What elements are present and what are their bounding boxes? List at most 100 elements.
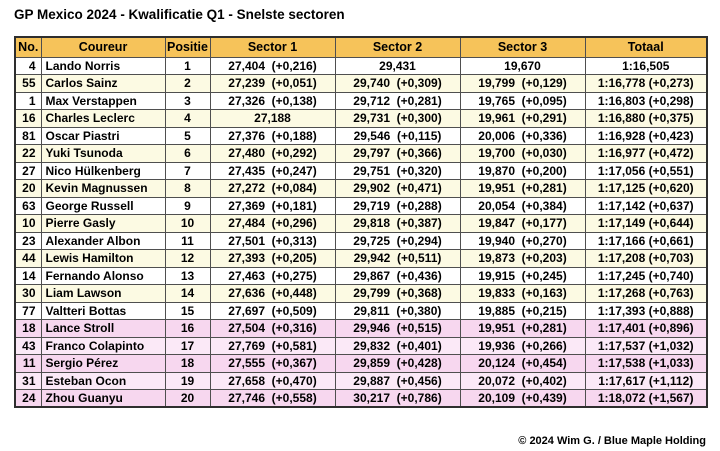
cell-sector3: 19,915 (+0,245) [459, 266, 586, 285]
cell-sector1: 27,463 (+0,275) [209, 266, 336, 285]
cell-sector1: 27,501 (+0,313) [209, 231, 336, 250]
cell-driver: Alexander Albon [40, 231, 166, 250]
cell-positie: 16 [164, 319, 211, 338]
table-row: 10 Pierre Gasly 10 27,484 (+0,296) 29,818 (+… [14, 214, 708, 233]
cell-sector3: 19,799 (+0,129) [459, 74, 586, 93]
cell-sector2: 29,797 (+0,366) [334, 144, 461, 163]
cell-driver: Nico Hülkenberg [40, 161, 166, 180]
cell-sector1: 27,746 (+0,558) [209, 389, 336, 408]
cell-driver: Oscar Piastri [40, 126, 166, 145]
cell-positie: 13 [164, 266, 211, 285]
cell-sector3: 19,961 (+0,291) [459, 109, 586, 128]
cell-sector3: 19,765 (+0,095) [459, 91, 586, 110]
cell-sector1: 27,658 (+0,470) [209, 371, 336, 390]
cell-driver: Lewis Hamilton [40, 249, 166, 268]
table-row: 24 Zhou Guanyu 20 27,746 (+0,558) 30,217 (+0… [14, 389, 708, 408]
cell-positie: 20 [164, 389, 211, 408]
table-row: 4 Lando Norris 1 27,404 (+0,216) 29,431 19,67… [14, 56, 708, 75]
cell-driver: Carlos Sainz [40, 74, 166, 93]
cell-sector1: 27,697 (+0,509) [209, 301, 336, 320]
cell-driver: Esteban Ocon [40, 371, 166, 390]
copyright-footer: © 2024 Wim G. / Blue Maple Holding [518, 435, 706, 447]
cell-driver: Max Verstappen [40, 91, 166, 110]
cell-totaal: 1:17,617 (+1,112) [584, 371, 708, 390]
cell-sector1: 27,404 (+0,216) [209, 56, 336, 75]
cell-totaal: 1:17,245 (+0,740) [584, 266, 708, 285]
cell-driver: Franco Colapinto [40, 336, 166, 355]
cell-driver: Yuki Tsunoda [40, 144, 166, 163]
cell-totaal: 1:17,268 (+0,763) [584, 284, 708, 303]
cell-driver: Pierre Gasly [40, 214, 166, 233]
cell-no: 14 [14, 266, 42, 285]
cell-positie: 7 [164, 161, 211, 180]
cell-sector1: 27,393 (+0,205) [209, 249, 336, 268]
cell-no: 44 [14, 249, 42, 268]
cell-sector2: 29,731 (+0,300) [334, 109, 461, 128]
cell-no: 4 [14, 56, 42, 75]
cell-sector2: 29,712 (+0,281) [334, 91, 461, 110]
cell-positie: 9 [164, 196, 211, 215]
cell-driver: Fernando Alonso [40, 266, 166, 285]
cell-sector1: 27,326 (+0,138) [209, 91, 336, 110]
cell-no: 31 [14, 371, 42, 390]
cell-totaal: 1:17,393 (+0,888) [584, 301, 708, 320]
cell-no: 27 [14, 161, 42, 180]
cell-positie: 5 [164, 126, 211, 145]
cell-positie: 11 [164, 231, 211, 250]
cell-sector3: 19,951 (+0,281) [459, 319, 586, 338]
cell-positie: 10 [164, 214, 211, 233]
col-header-positie: Positie [164, 36, 211, 58]
cell-no: 16 [14, 109, 42, 128]
cell-no: 55 [14, 74, 42, 93]
cell-positie: 8 [164, 179, 211, 198]
cell-sector2: 29,832 (+0,401) [334, 336, 461, 355]
cell-sector1: 27,376 (+0,188) [209, 126, 336, 145]
table-row: 18 Lance Stroll 16 27,504 (+0,316) 29,946 (+… [14, 319, 708, 338]
cell-positie: 6 [164, 144, 211, 163]
cell-sector2: 29,818 (+0,387) [334, 214, 461, 233]
cell-sector3: 20,109 (+0,439) [459, 389, 586, 408]
cell-no: 10 [14, 214, 42, 233]
cell-sector2: 29,859 (+0,428) [334, 354, 461, 373]
cell-totaal: 1:17,142 (+0,637) [584, 196, 708, 215]
cell-sector3: 19,833 (+0,163) [459, 284, 586, 303]
cell-sector3: 19,940 (+0,270) [459, 231, 586, 250]
table-row: 23 Alexander Albon 11 27,501 (+0,313) 29,725… [14, 231, 708, 250]
cell-sector3: 20,124 (+0,454) [459, 354, 586, 373]
cell-driver: Charles Leclerc [40, 109, 166, 128]
table-row: 81 Oscar Piastri 5 27,376 (+0,188) 29,546 (+… [14, 126, 708, 145]
table-row: 22 Yuki Tsunoda 6 27,480 (+0,292) 29,797 (+0… [14, 144, 708, 163]
cell-totaal: 1:16,977 (+0,472) [584, 144, 708, 163]
cell-sector1: 27,769 (+0,581) [209, 336, 336, 355]
cell-totaal: 1:17,401 (+0,896) [584, 319, 708, 338]
cell-sector2: 29,867 (+0,436) [334, 266, 461, 285]
cell-driver: Zhou Guanyu [40, 389, 166, 408]
cell-sector1: 27,239 (+0,051) [209, 74, 336, 93]
col-header-no: No. [14, 36, 42, 58]
cell-sector2: 29,902 (+0,471) [334, 179, 461, 198]
cell-sector2: 29,719 (+0,288) [334, 196, 461, 215]
cell-positie: 1 [164, 56, 211, 75]
cell-sector1: 27,480 (+0,292) [209, 144, 336, 163]
col-header-sector3: Sector 3 [459, 36, 586, 58]
cell-totaal: 1:17,208 (+0,703) [584, 249, 708, 268]
cell-sector1: 27,555 (+0,367) [209, 354, 336, 373]
cell-sector2: 29,887 (+0,456) [334, 371, 461, 390]
cell-positie: 17 [164, 336, 211, 355]
table-row: 16 Charles Leclerc 4 27,188 29,731 (+0,300) 1… [14, 109, 708, 128]
cell-totaal: 1:18,072 (+1,567) [584, 389, 708, 408]
cell-totaal: 1:16,505 [584, 56, 708, 75]
cell-sector3: 19,885 (+0,215) [459, 301, 586, 320]
table-row: 20 Kevin Magnussen 8 27,272 (+0,084) 29,902 … [14, 179, 708, 198]
cell-sector1: 27,272 (+0,084) [209, 179, 336, 198]
cell-totaal: 1:17,537 (+1,032) [584, 336, 708, 355]
cell-totaal: 1:16,778 (+0,273) [584, 74, 708, 93]
cell-positie: 18 [164, 354, 211, 373]
cell-sector2: 29,751 (+0,320) [334, 161, 461, 180]
cell-sector1: 27,504 (+0,316) [209, 319, 336, 338]
cell-no: 63 [14, 196, 42, 215]
cell-sector2: 29,942 (+0,511) [334, 249, 461, 268]
table-row: 14 Fernando Alonso 13 27,463 (+0,275) 29,867… [14, 266, 708, 285]
cell-sector3: 19,873 (+0,203) [459, 249, 586, 268]
cell-no: 1 [14, 91, 42, 110]
